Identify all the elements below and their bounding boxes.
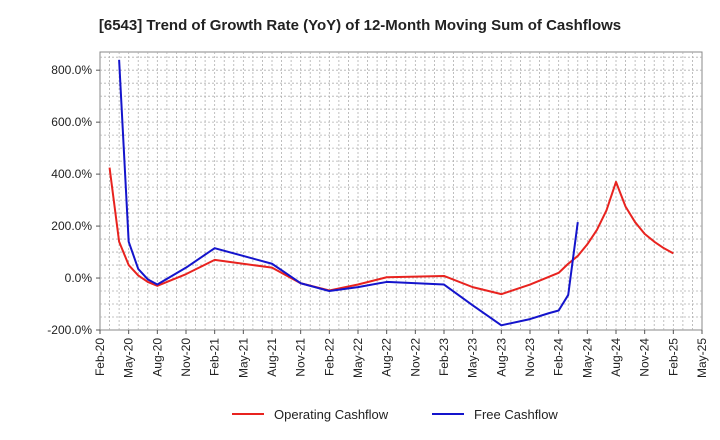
x-tick-label: Nov-23 [523, 338, 537, 377]
x-tick-label: Feb-25 [666, 338, 680, 376]
series-line-free-cashflow [118, 59, 579, 327]
y-axis: -200.0% 0.0% 200.0% 400.0% 600.0% 800.0% [47, 63, 100, 337]
grid [99, 51, 703, 331]
series-line-operating-cashflow [108, 167, 674, 296]
x-tick-label: Aug-23 [494, 338, 508, 377]
x-tick-label: Feb-22 [322, 338, 336, 376]
x-tick-label: Feb-23 [437, 338, 451, 376]
x-tick-label: Nov-24 [638, 338, 652, 377]
plot-area [108, 59, 674, 327]
x-tick-label: Aug-22 [380, 338, 394, 377]
legend: Operating Cashflow Free Cashflow [232, 407, 558, 422]
y-tick-label: 400.0% [51, 167, 92, 181]
y-tick-label: 0.0% [65, 271, 93, 285]
x-tick-label: May-24 [580, 338, 594, 378]
x-tick-label: May-22 [351, 338, 365, 378]
x-tick-label: Aug-21 [265, 338, 279, 377]
y-tick-label: 800.0% [51, 63, 92, 77]
x-tick-label: Feb-20 [93, 338, 107, 376]
x-tick-label: May-20 [122, 338, 136, 378]
x-tick-label: Aug-24 [609, 338, 623, 377]
x-tick-label: May-23 [466, 338, 480, 378]
plot-frame [99, 51, 703, 331]
x-tick-label: May-25 [695, 338, 709, 378]
x-tick-label: Feb-21 [208, 338, 222, 376]
y-tick-label: 200.0% [51, 219, 92, 233]
legend-label-operating-cashflow: Operating Cashflow [274, 407, 389, 422]
x-tick-label: Nov-22 [408, 338, 422, 377]
y-tick-label: -200.0% [47, 323, 92, 337]
x-tick-label: Nov-21 [294, 338, 308, 377]
x-tick-label: Nov-20 [179, 338, 193, 377]
x-tick-label: May-21 [236, 338, 250, 378]
x-axis: Feb-20 May-20 Aug-20 Nov-20 Feb-21 May-21 Aug-… [93, 330, 709, 378]
x-tick-label: Aug-20 [150, 338, 164, 377]
legend-label-free-cashflow: Free Cashflow [474, 407, 558, 422]
x-tick-label: Feb-24 [552, 338, 566, 376]
y-tick-label: 600.0% [51, 115, 92, 129]
chart-title: [6543] Trend of Growth Rate (YoY) of 12-… [99, 17, 621, 34]
